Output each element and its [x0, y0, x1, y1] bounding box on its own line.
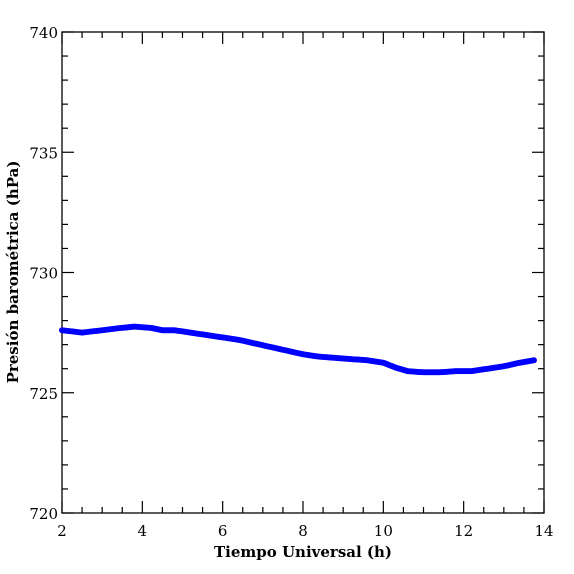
- y-tick-label: 740: [29, 24, 58, 42]
- x-tick-label: 6: [218, 522, 228, 540]
- data-series: [59, 323, 537, 376]
- y-tick-labels: 720 725 730 735 740: [29, 24, 58, 523]
- y-tick-label: 725: [29, 385, 58, 403]
- axis-ticks: [61, 31, 545, 514]
- y-tick-label: 730: [29, 265, 58, 283]
- plot-frame: [61, 31, 545, 514]
- x-tick-label: 8: [298, 522, 308, 540]
- y-tick-label: 720: [29, 505, 58, 523]
- x-axis-label: Tiempo Universal (h): [214, 543, 392, 561]
- x-tick-label: 14: [534, 522, 553, 540]
- x-tick-label: 10: [374, 522, 393, 540]
- y-axis-label: Presión barométrica (hPa): [4, 161, 22, 384]
- x-tick-label: 2: [57, 522, 67, 540]
- x-tick-labels: 2 4 6 8 10 12 14: [57, 522, 553, 540]
- data-point: [530, 357, 537, 364]
- x-tick-label: 4: [138, 522, 148, 540]
- x-tick-label: 12: [454, 522, 473, 540]
- y-tick-label: 735: [29, 144, 58, 162]
